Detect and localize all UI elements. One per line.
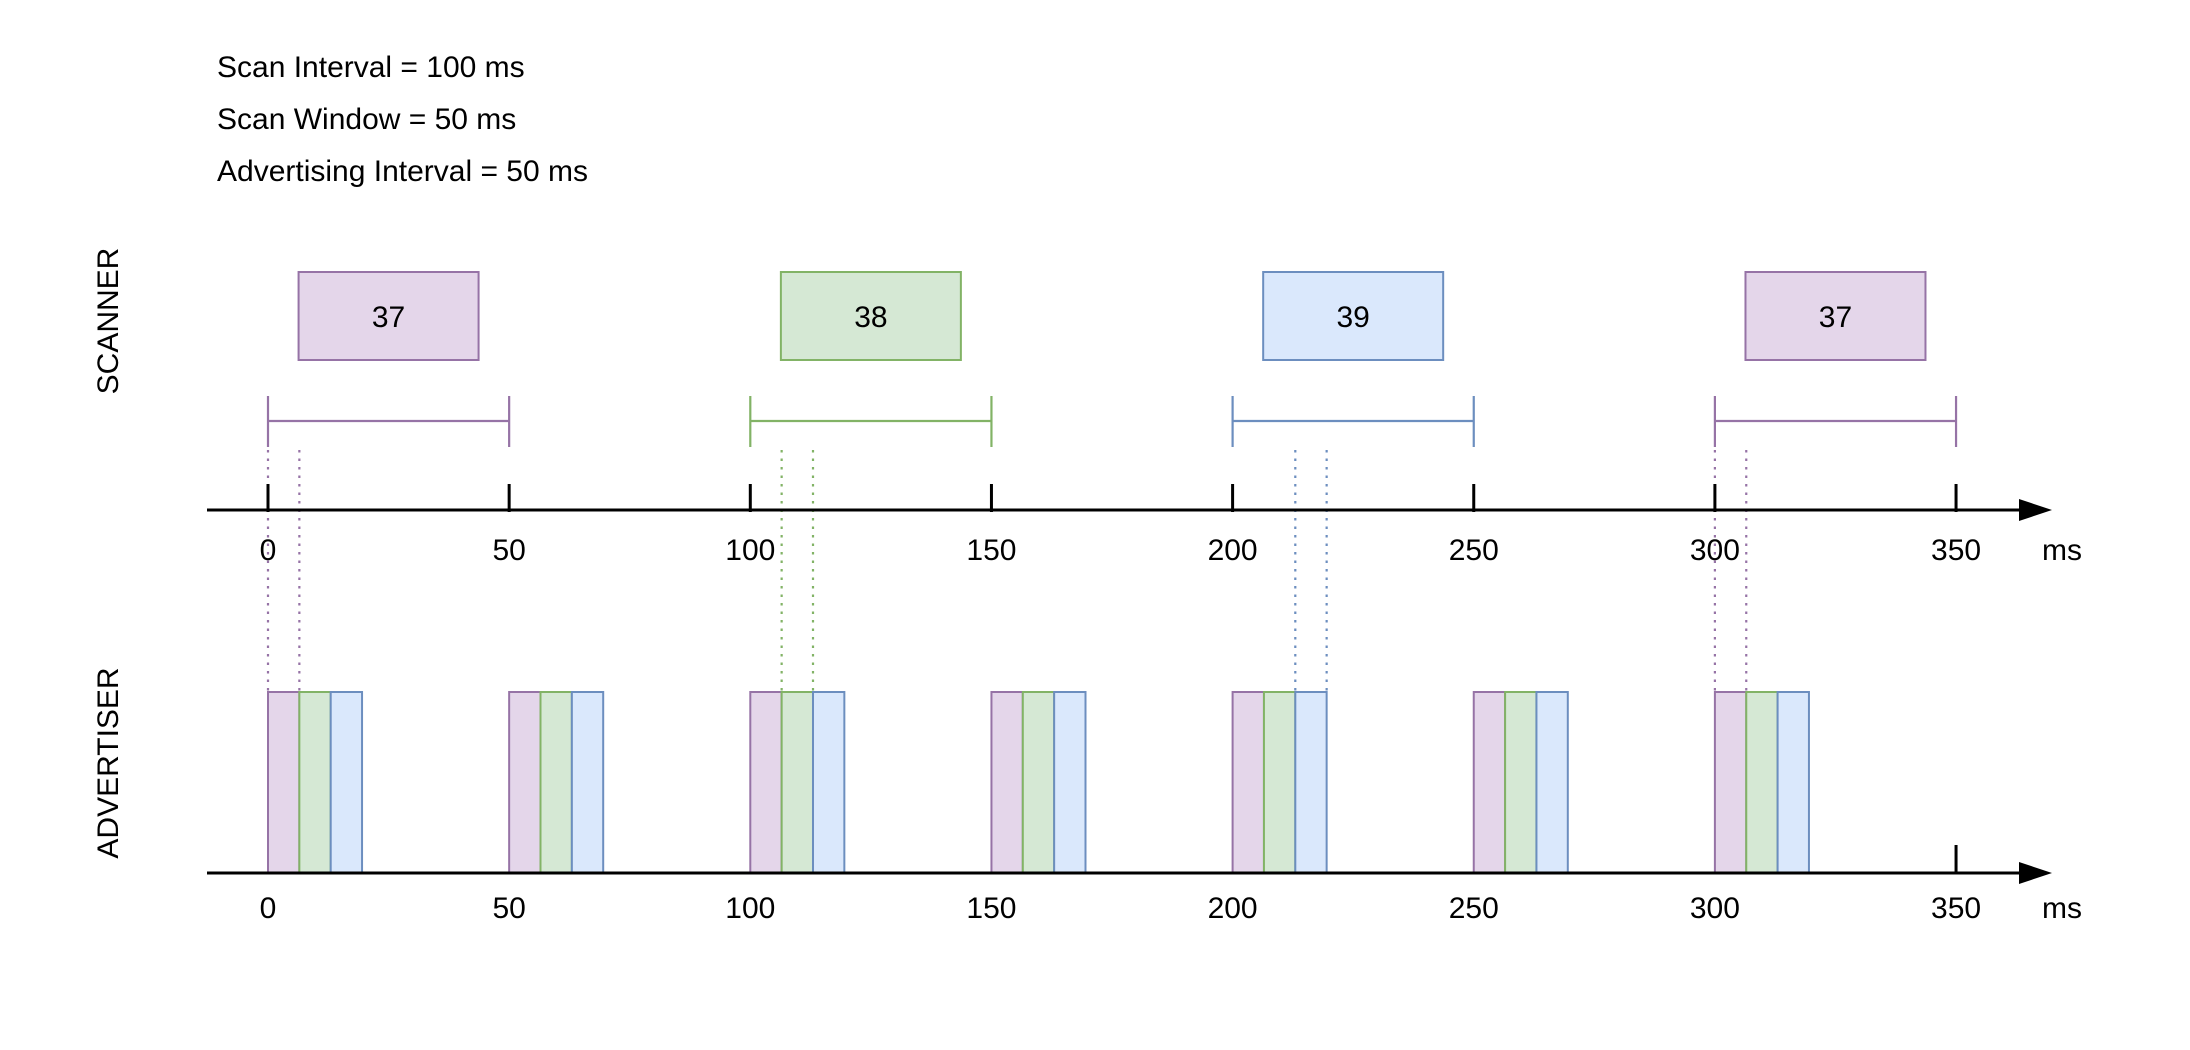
advertising-interval-text: Advertising Interval = 50 ms <box>217 155 589 188</box>
scanner-axis-tick-label: 150 <box>966 534 1016 567</box>
advertising-packet-bar <box>1294 691 1328 874</box>
scan-channel-number: 37 <box>372 301 405 334</box>
advertising-packet-bar <box>1231 691 1265 874</box>
scanner-axis-tick-label: 100 <box>725 534 775 567</box>
scan-channel-number: 37 <box>1819 301 1852 334</box>
scanner-axis-tick-label: 200 <box>1208 534 1258 567</box>
advertising-packet-bar <box>780 691 814 874</box>
advertising-packet-bar <box>539 691 573 874</box>
scanner-axis-tick-label: 250 <box>1449 534 1499 567</box>
advertiser-axis-unit-label: ms <box>2042 892 2082 925</box>
advertiser-axis-tick-label: 150 <box>966 892 1016 925</box>
scanner-axis-arrow <box>2019 499 2052 521</box>
advertiser-axis-arrow <box>2019 862 2052 884</box>
advertising-packet-bar <box>267 691 301 874</box>
advertising-packet-bar <box>1053 691 1087 874</box>
scanner-axis-tick-label: 300 <box>1690 534 1740 567</box>
scan-channel-number: 38 <box>854 301 887 334</box>
advertiser-axis-tick-label: 0 <box>260 892 277 925</box>
advertising-packet-bar <box>1776 691 1810 874</box>
advertising-packet-bar <box>1021 691 1056 874</box>
scanner-axis-tick-label: 50 <box>492 534 525 567</box>
scan-window-text: Scan Window = 50 ms <box>217 103 517 136</box>
advertising-packet-bar <box>1745 691 1779 874</box>
advertiser-label: ADVERTISER <box>92 667 125 858</box>
advertising-packet-bar <box>1262 691 1297 874</box>
scanner-label: SCANNER <box>92 248 125 395</box>
advertiser-axis-tick-label: 250 <box>1449 892 1499 925</box>
advertiser-axis-tick-label: 200 <box>1208 892 1258 925</box>
advertising-packet-bar <box>329 691 364 874</box>
scan-channel-box <box>1744 271 1927 361</box>
advertising-packet-bar <box>1535 691 1569 874</box>
advertising-packet-bar <box>570 691 605 874</box>
advertiser-axis-tick-label: 350 <box>1931 892 1981 925</box>
scan-channel-number: 39 <box>1336 301 1369 334</box>
scanner-axis-tick-label: 0 <box>260 534 277 567</box>
advertising-packet-bar <box>1472 691 1507 874</box>
advertising-packet-bar <box>990 691 1024 874</box>
advertising-packet-bar <box>749 691 783 874</box>
scanner-axis-tick-label: 350 <box>1931 534 1981 567</box>
advertising-packet-bar <box>508 691 542 874</box>
scan-channel-box <box>297 271 480 361</box>
timing-parameters: Scan Interval = 100 ms Scan Window = 50 … <box>217 42 588 198</box>
scan-channel-box <box>1262 271 1445 361</box>
advertising-packet-bar <box>1504 691 1538 874</box>
advertising-packet-bar <box>298 691 332 874</box>
scanner-axis-unit-label: ms <box>2042 534 2082 567</box>
advertiser-axis-tick-label: 300 <box>1690 892 1740 925</box>
scan-interval-text: Scan Interval = 100 ms <box>217 51 525 84</box>
advertiser-axis-tick-label: 50 <box>492 892 525 925</box>
advertising-packet-bar <box>1713 691 1748 874</box>
advertiser-axis-tick-label: 100 <box>725 892 775 925</box>
scan-channel-box <box>779 271 962 361</box>
advertising-packet-bar <box>811 691 846 874</box>
